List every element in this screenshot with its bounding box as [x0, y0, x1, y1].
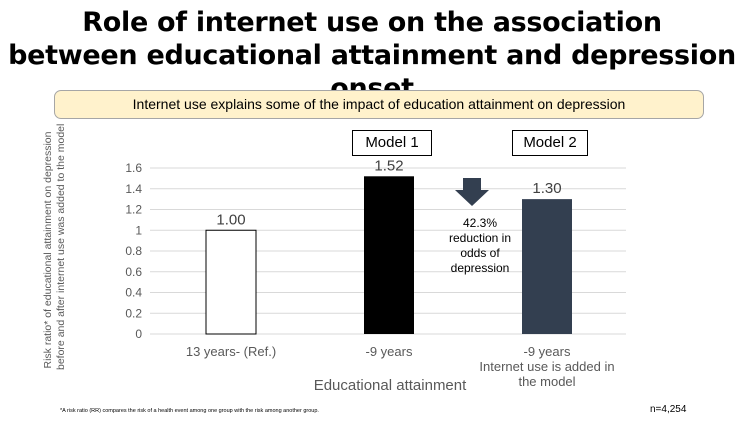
y-tick-label: 0: [135, 327, 142, 341]
x-tick-label: Internet use is added in: [479, 359, 614, 374]
y-tick-label: 1.6: [125, 161, 142, 175]
page-title: Role of internet use on the association …: [0, 6, 744, 105]
reduction-line-3: odds of: [460, 246, 500, 260]
reduction-line-1: 42.3%: [462, 216, 498, 230]
model-2-label: Model 2: [512, 130, 588, 156]
y-tick-label: 0.8: [125, 244, 142, 258]
bar: [522, 199, 572, 334]
footnote: *A risk ratio (RR) compares the risk of …: [60, 408, 319, 414]
bar-value-label: 1.00: [216, 211, 245, 228]
bar: [364, 176, 414, 334]
y-tick-label: 1: [135, 223, 142, 237]
reduction-annotation: 42.3% reduction in odds of depression: [438, 216, 522, 276]
bar-value-label: 1.52: [374, 157, 403, 174]
sample-size-label: n=4,254: [650, 404, 687, 415]
title-line-2: between educational attainment and depre…: [8, 40, 736, 104]
reduction-line-2: reduction in: [448, 231, 512, 245]
y-tick-label: 0.4: [125, 286, 142, 300]
y-tick-label: 1.2: [125, 203, 142, 217]
key-finding-callout: Internet use explains some of the impact…: [54, 90, 704, 119]
down-arrow-icon: [455, 178, 489, 206]
x-tick-label: the model: [518, 374, 575, 389]
bar: [205, 229, 257, 335]
y-tick-label: 1.4: [125, 182, 142, 196]
model-1-label: Model 1: [352, 130, 432, 156]
title-line-1: Role of internet use on the association: [82, 7, 662, 38]
x-tick-label: 13 years- (Ref.): [186, 344, 276, 359]
x-tick-label: -9 years: [366, 344, 413, 359]
x-axis-label: Educational attainment: [313, 377, 467, 394]
x-tick-label: -9 years: [524, 344, 571, 359]
bar-value-label: 1.30: [532, 180, 561, 197]
y-tick-label: 0.6: [125, 265, 142, 279]
y-tick-label: 0.2: [125, 306, 142, 320]
reduction-line-4: depression: [450, 261, 510, 275]
